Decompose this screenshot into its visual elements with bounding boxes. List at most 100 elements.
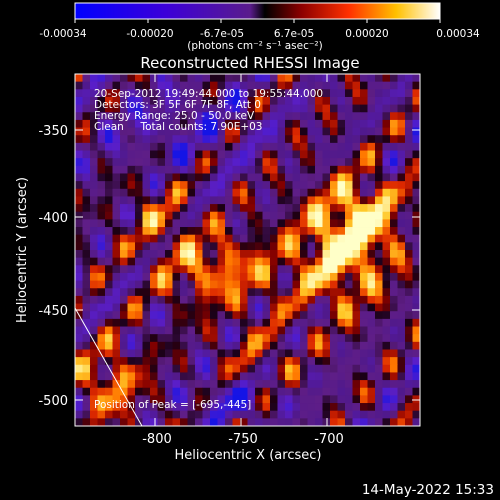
heatmap-cell [82,196,91,205]
heatmap-cell [352,372,361,381]
heatmap-cell [255,257,263,266]
heatmap-cell [367,295,376,304]
heatmap-cell [352,127,361,136]
heatmap-cell [135,188,143,197]
heatmap-cell [262,242,271,251]
heatmap-cell [135,318,143,327]
heatmap-cell [330,349,338,358]
heatmap-cell [405,165,413,174]
heatmap-cell [202,119,211,128]
heatmap-cell [307,410,316,419]
heatmap-cell [292,380,301,389]
heatmap-cell [352,211,361,220]
heatmap-cell [135,288,143,297]
heatmap-cell [90,410,98,419]
heatmap-cell [322,119,331,128]
heatmap-cell [367,250,376,259]
heatmap-cell [360,326,368,335]
heatmap-cell [82,341,91,350]
heatmap-cell [135,364,143,373]
heatmap-cell [330,372,338,381]
heatmap-cell [187,295,196,304]
heatmap-cell [112,265,121,274]
heatmap-cell [352,334,361,343]
heatmap-cell [270,150,278,159]
heatmap-cell [270,104,278,113]
heatmap-cell [112,303,121,312]
heatmap-cell [150,96,158,106]
heatmap-cell [150,204,158,213]
heatmap-cell [105,234,113,243]
heatmap-cell [322,196,331,205]
heatmap-cell [330,112,338,121]
heatmap-cell [75,265,83,274]
heatmap-cell [217,334,226,343]
heatmap-cell [225,357,233,366]
heatmap-cell [405,265,413,274]
heatmap-cell [82,219,91,228]
heatmap-cell [277,418,286,427]
heatmap-cell [75,272,83,282]
heatmap-cell [195,387,203,396]
heatmap-cell [232,250,241,259]
heatmap-cell [262,142,271,151]
heatmap-cell [397,89,406,98]
heatmap-cell [135,104,143,113]
heatmap-cell [97,288,106,297]
heatmap-cell [412,250,421,259]
heatmap-cell [397,318,406,327]
heatmap-cell [405,272,413,282]
heatmap-cell [322,173,331,182]
heatmap-cell [120,158,128,167]
heatmap-cell [172,257,181,266]
heatmap-cell [135,142,143,151]
heatmap-cell [345,96,353,106]
heatmap-cell [375,303,383,312]
heatmap-cell [367,96,376,106]
heatmap-cell [225,364,233,373]
heatmap-cell [277,74,286,83]
heatmap-cell [240,158,248,167]
heatmap-cell [375,395,383,404]
heatmap-cell [262,410,271,419]
heatmap-cell [360,349,368,358]
heatmap-cell [75,158,83,167]
heatmap-cell [247,81,256,90]
heatmap-cell [292,272,301,282]
heatmap-cell [157,372,166,381]
heatmap-cell [390,104,398,113]
heatmap-cell [240,119,248,128]
heatmap-cell [165,372,173,381]
heatmap-cell [202,89,211,98]
y-tick-label: -400 [38,211,68,226]
heatmap-cell [300,204,308,213]
heatmap-cell [352,158,361,167]
heatmap-cell [195,96,203,106]
heatmap-cell [300,188,308,197]
heatmap-cell [240,295,248,304]
heatmap-cell [352,250,361,259]
heatmap-cell [405,395,413,404]
heatmap-cell [150,403,158,412]
heatmap-cell [375,74,383,83]
heatmap-cell [112,219,121,228]
heatmap-cell [157,311,166,320]
heatmap-cell [195,135,203,144]
heatmap-cell [352,257,361,266]
heatmap-cell [262,303,271,312]
heatmap-cell [127,334,136,343]
heatmap-cell [75,188,83,197]
heatmap-cell [217,318,226,327]
heatmap-cell [75,349,83,358]
heatmap-cell [352,81,361,90]
heatmap-cell [150,219,158,228]
heatmap-cell [180,81,188,90]
heatmap-cell [345,410,353,419]
heatmap-cell [352,173,361,182]
heatmap-cell [405,211,413,220]
heatmap-cell [150,349,158,358]
heatmap-cell [382,364,391,373]
heatmap-cell [292,173,301,182]
heatmap-cell [292,288,301,297]
heatmap-cell [330,135,338,144]
